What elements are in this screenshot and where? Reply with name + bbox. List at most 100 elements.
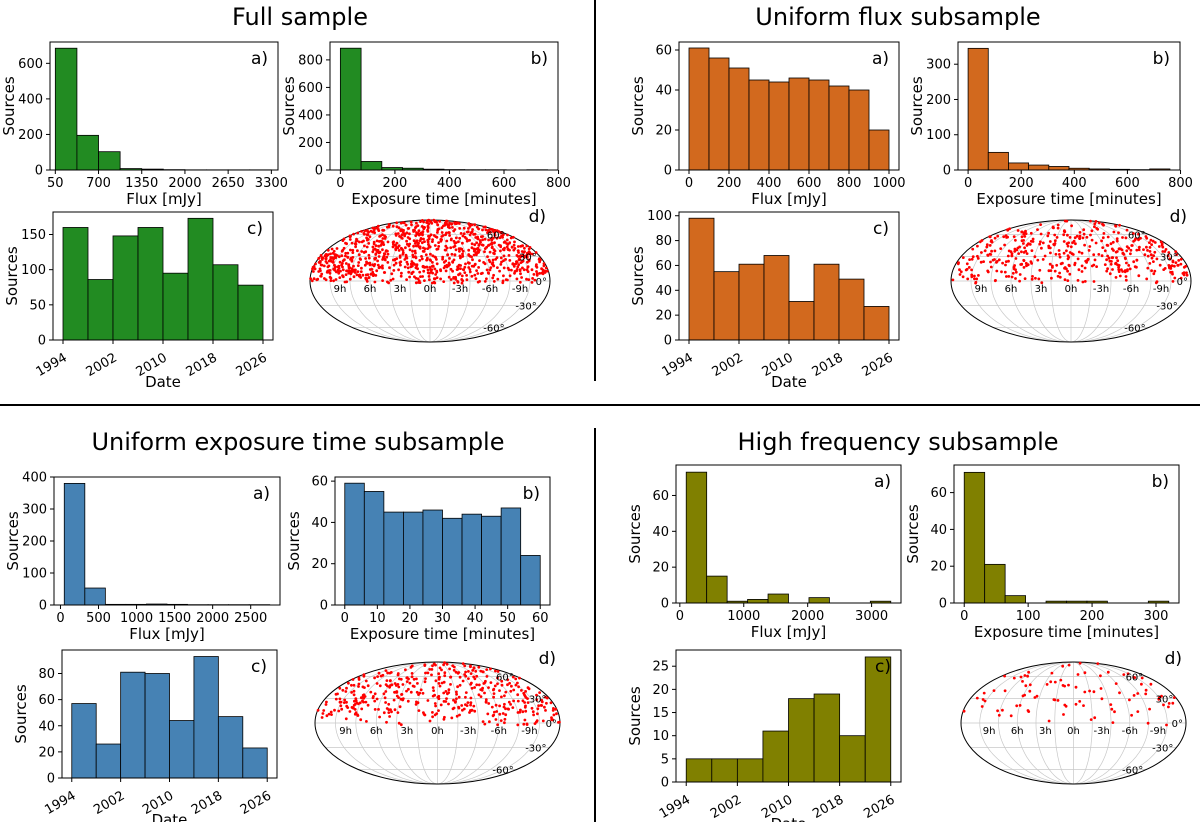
- dec-label: 0°: [536, 277, 547, 288]
- sky-point: [415, 700, 418, 704]
- sky-point: [376, 248, 380, 252]
- histogram-bar: [728, 67, 750, 171]
- sky-point: [319, 263, 323, 267]
- sky-points: [962, 661, 1176, 727]
- sky-point: [374, 274, 378, 277]
- sky-point: [410, 272, 414, 275]
- sky-point: [1014, 277, 1017, 280]
- sky-point: [457, 695, 461, 699]
- sky-point: [1174, 261, 1178, 264]
- sky-point: [506, 678, 510, 682]
- sky-point: [357, 682, 361, 686]
- sky-point: [1121, 251, 1125, 255]
- sky-point: [491, 276, 495, 280]
- sky-point: [1007, 249, 1011, 253]
- sky-point: [473, 686, 476, 689]
- sky-point: [477, 266, 480, 269]
- sky-point: [358, 273, 362, 277]
- sky-point: [485, 675, 489, 678]
- sky-point: [384, 669, 388, 672]
- y-tick-label: 20: [311, 557, 328, 572]
- sky-point: [364, 679, 368, 683]
- sky-point: [970, 273, 974, 277]
- sky-point: [375, 269, 379, 273]
- sky-point: [505, 238, 509, 242]
- sky-point: [1001, 261, 1004, 265]
- sky-point: [1093, 225, 1096, 229]
- x-tick-label: 10: [369, 611, 386, 626]
- sky-point: [420, 255, 423, 258]
- x-tick-label: 0: [336, 176, 344, 191]
- sky-point: [449, 278, 453, 281]
- x-tick-label: 2002: [710, 350, 746, 380]
- histogram-bar: [63, 482, 86, 606]
- ra-label: 9h: [334, 284, 347, 295]
- sky-point: [360, 707, 364, 711]
- sky-point: [440, 681, 444, 685]
- histogram-bar: [1004, 595, 1026, 604]
- sky-point: [365, 280, 369, 283]
- sky-point: [1115, 256, 1118, 260]
- sky-point: [456, 685, 459, 689]
- sky-point: [505, 242, 508, 245]
- sky-point: [1149, 682, 1153, 686]
- sky-point: [437, 672, 441, 676]
- x-tick-label: 2002: [91, 788, 127, 818]
- sky-point: [334, 278, 338, 281]
- axes-frame: [678, 41, 900, 171]
- sky-point: [343, 698, 347, 702]
- sky-point: [1034, 276, 1037, 280]
- sky-point: [1037, 277, 1041, 281]
- sky-point: [334, 270, 338, 274]
- sky-point: [538, 272, 541, 275]
- sky-point: [523, 718, 527, 722]
- sky-point: [371, 696, 375, 700]
- sky-point: [445, 697, 448, 700]
- histogram-bar: [808, 597, 830, 604]
- sky-point: [501, 279, 505, 283]
- sky-point: [376, 675, 379, 678]
- panel-label: c): [247, 219, 263, 239]
- sky-point: [1019, 675, 1023, 679]
- sky-point: [1040, 281, 1044, 285]
- sky-point: [356, 249, 359, 253]
- sky-point: [500, 260, 503, 264]
- sky-point: [1167, 702, 1171, 705]
- histogram-bar: [137, 227, 164, 341]
- sky-point: [483, 250, 486, 254]
- sky-point: [344, 690, 348, 693]
- sky-point: [489, 227, 493, 231]
- sky-point: [498, 712, 502, 716]
- sky-point: [1105, 258, 1108, 262]
- sky-point: [400, 693, 403, 696]
- sky-point: [542, 264, 546, 268]
- sky-point: [1036, 258, 1040, 262]
- sky-point: [519, 272, 522, 276]
- sky-point: [1025, 252, 1029, 256]
- sky-point: [386, 252, 390, 256]
- sky-point: [989, 260, 992, 264]
- sky-point: [390, 710, 393, 714]
- sky-point: [1155, 280, 1159, 284]
- sky-point: [332, 279, 335, 283]
- sky-point: [1080, 251, 1084, 255]
- sky-point: [452, 276, 455, 280]
- x-tick-label: 3300: [255, 176, 288, 191]
- sky-point: [359, 258, 362, 261]
- sky-point: [430, 265, 434, 268]
- sky-point: [461, 234, 465, 238]
- sky-point: [452, 698, 455, 702]
- sky-point: [327, 259, 331, 263]
- sky-point: [473, 709, 477, 713]
- sky-point: [512, 243, 516, 247]
- sky-point: [448, 226, 451, 230]
- dec-label: 30°: [1160, 252, 1178, 263]
- sky-point: [330, 247, 334, 251]
- sky-point: [993, 249, 997, 253]
- sky-point: [527, 259, 531, 263]
- ra-label: -6h: [1122, 726, 1138, 737]
- histogram-bar: [383, 511, 404, 606]
- sky-point: [404, 256, 408, 260]
- sky-point: [341, 688, 345, 692]
- y-tick-label: 0: [661, 597, 669, 612]
